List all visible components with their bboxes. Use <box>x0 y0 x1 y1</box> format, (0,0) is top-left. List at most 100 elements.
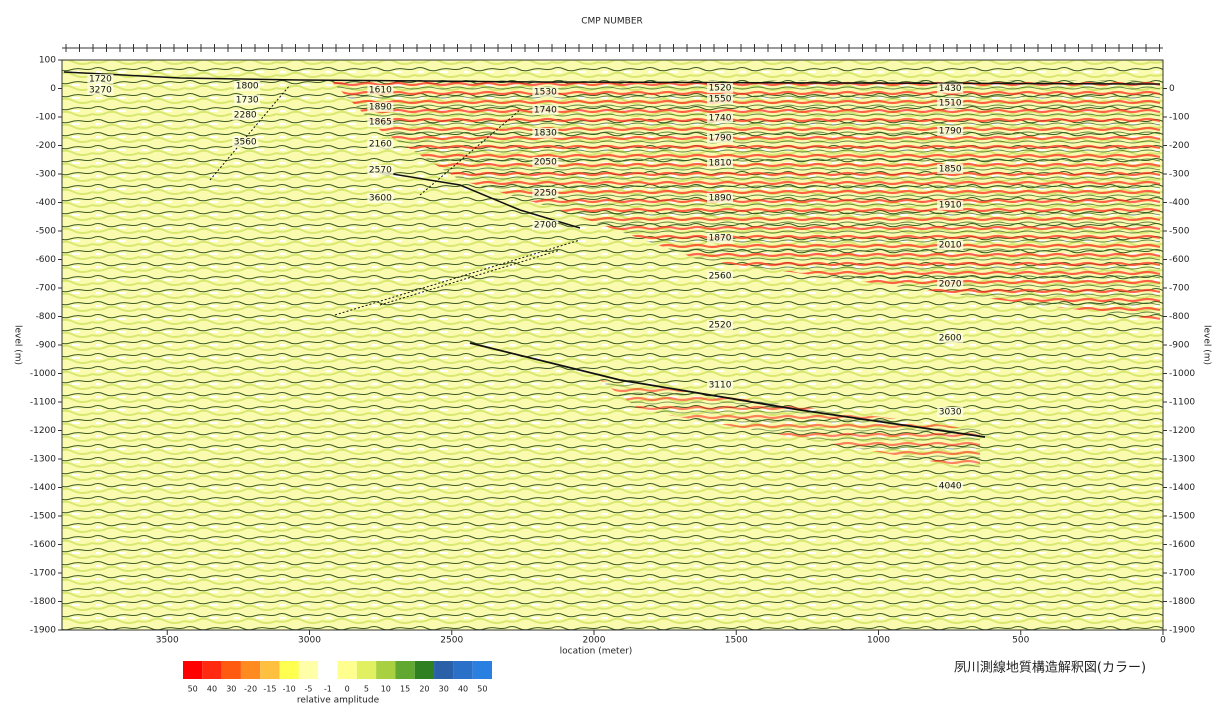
annotation-bg <box>707 320 734 331</box>
annotation: 2520 <box>709 321 732 331</box>
y2-tick-label: -1900 <box>1169 626 1195 636</box>
scale-swatch <box>434 661 454 679</box>
annotation: 1790 <box>709 134 732 144</box>
annotation: 1740 <box>709 114 732 124</box>
x-tick-label: 3500 <box>156 636 179 646</box>
scale-tick-label: -10 <box>283 685 296 694</box>
y-tick-label: -300 <box>36 170 57 180</box>
annotation-bg <box>937 332 964 343</box>
annotation: 2280 <box>234 111 257 121</box>
annotation-bg <box>532 104 559 115</box>
scale-swatch <box>202 661 222 679</box>
annotation: 1550 <box>709 95 732 105</box>
y2-tick-label: -1500 <box>1169 512 1195 522</box>
annotation-bg <box>937 406 964 417</box>
x-axis-label: location (meter) <box>560 647 633 657</box>
y-tick-label: -1800 <box>30 597 56 607</box>
annotation: 2250 <box>534 189 557 199</box>
reflector-zone <box>600 380 980 470</box>
annotation: 1610 <box>369 85 392 95</box>
scale-tick-label: -1 <box>324 685 332 694</box>
annotation: 1720 <box>89 75 112 85</box>
y-tick-label: -600 <box>36 255 57 265</box>
scale-swatch <box>453 661 473 679</box>
interpretation-line <box>469 342 986 438</box>
annotation-bg <box>707 94 734 105</box>
x-tick-label: 500 <box>1012 636 1029 646</box>
annotation: 3110 <box>709 380 732 390</box>
y-tick-label: -1100 <box>30 398 56 408</box>
scale-tick-label: 5 <box>364 685 369 694</box>
scale-swatch <box>472 661 492 679</box>
annotation: 1740 <box>534 105 557 115</box>
annotation-bg <box>532 157 559 168</box>
annotation-bg <box>707 157 734 168</box>
annotation: 1910 <box>939 201 962 211</box>
annotation: 2010 <box>939 240 962 250</box>
y-tick-label: -1600 <box>30 540 56 550</box>
scale-swatch <box>414 661 435 679</box>
annotation-bg <box>707 271 734 282</box>
annotation-bg <box>367 192 394 203</box>
annotation: 3600 <box>369 193 392 203</box>
y-tick-label: 100 <box>39 56 56 66</box>
scale-swatch <box>298 661 319 679</box>
y2-axis-label: level (m) <box>1202 325 1212 365</box>
annotation-bg <box>532 86 559 97</box>
y2-tick-label: -1200 <box>1169 426 1195 436</box>
y-tick-label: -1400 <box>30 483 56 493</box>
annotation-bg <box>87 84 114 95</box>
scale-swatch <box>183 661 203 679</box>
scale-tick-label: 10 <box>381 685 391 694</box>
y2-tick-label: -600 <box>1169 255 1190 265</box>
y-tick-label: -100 <box>36 113 57 123</box>
annotation: 1790 <box>939 126 962 136</box>
x-tick-label: 2000 <box>583 636 606 646</box>
annotation-bg <box>87 74 114 85</box>
annotation-bg <box>234 80 261 91</box>
annotation-bg <box>367 165 394 176</box>
scale-swatch <box>395 661 415 679</box>
x-tick-label: 1000 <box>867 636 890 646</box>
y2-tick-label: -300 <box>1169 170 1190 180</box>
annotation-bg <box>707 192 734 203</box>
annotation-bg <box>532 188 559 199</box>
y2-tick-label: -100 <box>1169 113 1190 123</box>
x-tick-label: 0 <box>1160 636 1166 646</box>
y2-tick-label: -700 <box>1169 284 1190 294</box>
annotation: 3270 <box>89 85 112 95</box>
x-tick-label: 2500 <box>440 636 463 646</box>
y2-tick-label: -1100 <box>1169 398 1195 408</box>
plot-area <box>61 59 1164 631</box>
annotation: 1430 <box>939 84 962 94</box>
annotation: 2560 <box>709 272 732 282</box>
y2-tick-label: -1400 <box>1169 483 1195 493</box>
annotation: 2050 <box>534 158 557 168</box>
annotation: 2160 <box>369 140 392 150</box>
annotation-bg <box>937 239 964 250</box>
scale-tick-label: 15 <box>400 685 410 694</box>
scale-swatch <box>318 661 338 679</box>
y2-tick-label: -1700 <box>1169 569 1195 579</box>
annotation: 1520 <box>709 83 732 93</box>
annotation: 1730 <box>236 95 259 105</box>
x-tick-label: 1500 <box>725 636 748 646</box>
y2-tick-label: -200 <box>1169 141 1190 151</box>
fault-line <box>334 239 581 316</box>
y2-tick-label: -400 <box>1169 198 1190 208</box>
reflector-zone <box>330 80 1160 320</box>
annotation-bg <box>234 94 261 105</box>
scale-tick-label: -15 <box>263 685 276 694</box>
scale-tick-label: 0 <box>345 685 350 694</box>
annotation-bg <box>937 83 964 94</box>
fault-line <box>379 249 561 306</box>
scale-swatch <box>260 661 280 679</box>
x-tick-label: 3000 <box>298 636 321 646</box>
scale-swatch <box>376 661 396 679</box>
annotation-bg <box>937 279 964 290</box>
annotation-bg <box>532 127 559 138</box>
scale-swatch <box>221 661 241 679</box>
annotation-bg <box>367 117 394 128</box>
scale-tick-label: 50 <box>188 685 198 694</box>
annotation-bg <box>707 113 734 124</box>
